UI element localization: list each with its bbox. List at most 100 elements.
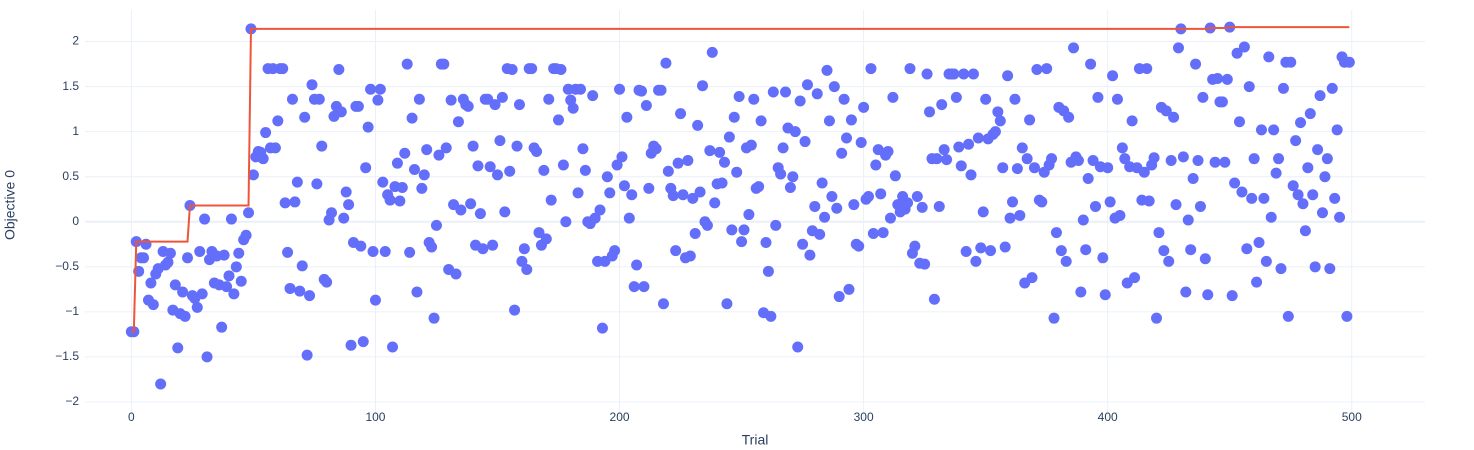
objective-point	[513, 99, 525, 111]
objective-point	[1180, 286, 1192, 298]
objective-point	[1238, 41, 1250, 53]
objective-point	[567, 102, 579, 114]
objective-point	[965, 169, 977, 181]
objective-point	[792, 341, 804, 353]
objective-point	[1312, 144, 1324, 156]
objective-point	[1265, 211, 1277, 223]
objective-point	[450, 268, 462, 280]
objective-point	[1153, 227, 1165, 239]
objective-point	[243, 207, 255, 219]
objective-point	[474, 208, 486, 220]
objective-point	[1048, 312, 1060, 324]
y-tick-label: −0.5	[55, 259, 79, 273]
objective-point	[963, 138, 975, 150]
objective-point	[1063, 111, 1075, 123]
objective-point	[369, 294, 381, 306]
objective-point	[1014, 209, 1026, 221]
objective-point	[1229, 177, 1241, 189]
objective-point	[560, 216, 572, 228]
objective-point	[970, 255, 982, 267]
objective-point	[1080, 244, 1092, 256]
objective-point	[992, 106, 1004, 118]
objective-point	[689, 227, 701, 239]
objective-point	[201, 351, 213, 363]
objective-point	[938, 144, 950, 156]
objective-point	[609, 245, 621, 257]
objective-point	[235, 275, 247, 287]
objective-point	[1055, 245, 1067, 257]
objective-point	[1226, 290, 1238, 302]
objective-point	[194, 245, 206, 257]
objective-point	[1016, 142, 1028, 154]
objective-point	[504, 165, 516, 177]
objective-point	[1216, 96, 1228, 108]
objective-point	[884, 212, 896, 224]
objective-point	[1138, 166, 1150, 178]
objective-point	[1119, 153, 1131, 165]
objective-point	[762, 265, 774, 277]
y-axis-title: Objective 0	[2, 170, 18, 240]
objective-point	[533, 227, 545, 239]
objective-point	[394, 195, 406, 207]
objective-point	[426, 241, 438, 253]
objective-point	[931, 153, 943, 165]
best-value-line	[131, 26, 1350, 333]
objective-point	[870, 159, 882, 171]
objective-point	[379, 245, 391, 257]
objective-point	[352, 100, 364, 112]
objective-point	[1075, 286, 1087, 298]
objective-point	[487, 239, 499, 251]
objective-point	[1212, 72, 1224, 84]
objective-point	[413, 93, 425, 105]
objective-point	[636, 85, 648, 97]
objective-point	[545, 194, 557, 206]
objective-point	[1321, 153, 1333, 165]
objective-point	[924, 106, 936, 118]
objective-point	[904, 63, 916, 75]
objective-point	[138, 252, 150, 264]
objective-point	[845, 114, 857, 126]
objective-point	[1151, 312, 1163, 324]
objective-point	[1002, 70, 1014, 82]
objective-point	[1129, 272, 1141, 284]
objective-point	[557, 159, 569, 171]
objective-point	[372, 94, 384, 106]
objective-point	[572, 187, 584, 199]
objective-point	[902, 197, 914, 209]
objective-point	[440, 142, 452, 154]
objective-point	[1072, 154, 1084, 166]
objective-point	[694, 186, 706, 198]
objective-point	[191, 301, 203, 313]
objective-point	[601, 171, 613, 183]
objective-point	[177, 286, 189, 298]
objective-point	[701, 219, 713, 231]
y-tick-label: 1.5	[62, 79, 79, 93]
objective-point	[819, 211, 831, 223]
objective-point	[1185, 244, 1197, 256]
objective-point	[543, 93, 555, 105]
y-tick-label: 1	[72, 124, 79, 138]
objective-point	[540, 233, 552, 245]
objective-point	[411, 286, 423, 298]
objective-point	[862, 191, 874, 203]
objective-point	[838, 93, 850, 105]
objective-point	[506, 63, 518, 75]
objective-point	[1255, 124, 1267, 136]
objective-point	[1104, 196, 1116, 208]
objective-point	[755, 115, 767, 127]
objective-point	[230, 261, 242, 273]
objective-point	[626, 189, 638, 201]
objective-point	[797, 238, 809, 250]
objective-point	[682, 154, 694, 166]
objective-point	[1114, 209, 1126, 221]
objective-point	[858, 101, 870, 113]
objective-point	[919, 258, 931, 270]
objective-point	[289, 196, 301, 208]
objective-point	[675, 108, 687, 120]
objective-point	[958, 68, 970, 80]
objective-point	[1263, 51, 1275, 63]
objective-point	[1172, 42, 1184, 54]
objective-point	[553, 114, 565, 126]
